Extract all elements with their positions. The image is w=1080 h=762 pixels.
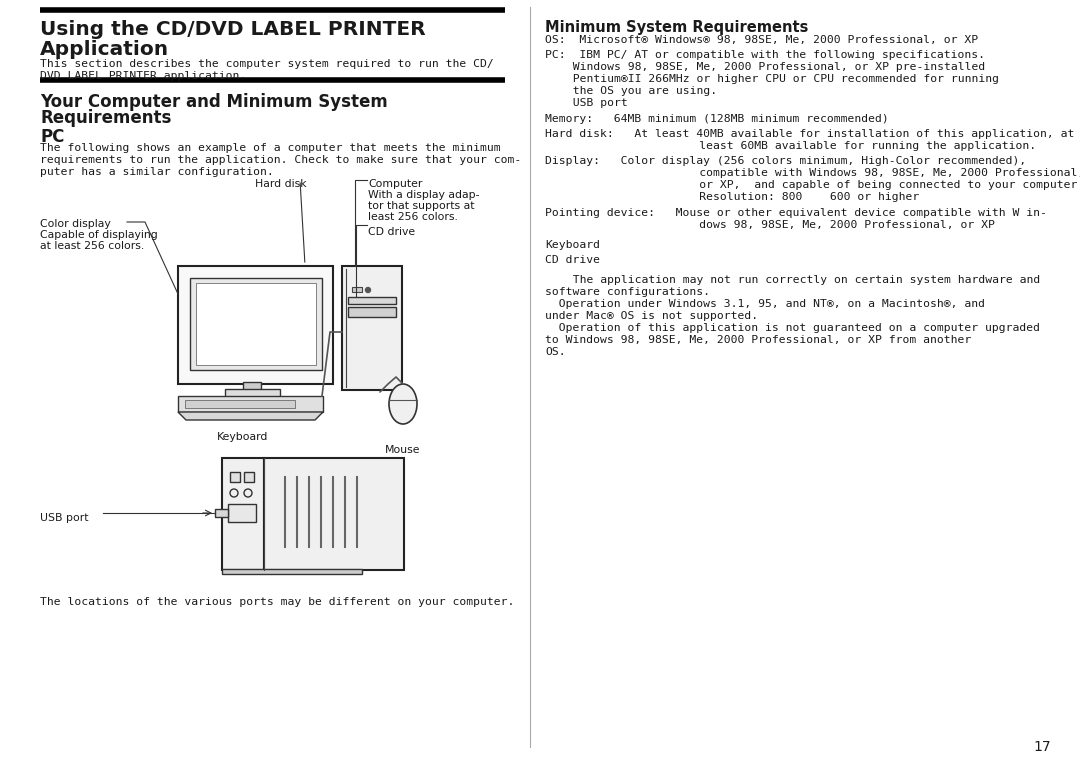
- Bar: [185, 400, 295, 408]
- Text: USB port: USB port: [40, 513, 89, 523]
- Text: least 256 colors.: least 256 colors.: [368, 212, 458, 222]
- Text: Requirements: Requirements: [40, 109, 172, 127]
- Text: least 60MB available for running the application.: least 60MB available for running the app…: [603, 141, 1036, 151]
- Text: The locations of the various ports may be different on your computer.: The locations of the various ports may b…: [40, 597, 514, 607]
- Text: PC: PC: [40, 128, 65, 146]
- Text: at least 256 colors.: at least 256 colors.: [40, 241, 145, 251]
- Text: puter has a similar configuration.: puter has a similar configuration.: [40, 167, 273, 177]
- Text: compatible with Windows 98, 98SE, Me, 2000 Professional,: compatible with Windows 98, 98SE, Me, 20…: [603, 168, 1080, 178]
- Text: Keyboard: Keyboard: [217, 432, 269, 442]
- Bar: [225, 389, 280, 397]
- Text: to Windows 98, 98SE, Me, 2000 Professional, or XP from another: to Windows 98, 98SE, Me, 2000 Profession…: [545, 335, 971, 345]
- Text: The application may not run correctly on certain system hardware and: The application may not run correctly on…: [559, 275, 1040, 285]
- Text: CD drive: CD drive: [368, 227, 415, 237]
- Bar: [230, 472, 240, 482]
- Text: or XP,  and capable of being connected to your computer.: or XP, and capable of being connected to…: [603, 180, 1080, 190]
- Text: Resolution: 800    600 or higher: Resolution: 800 600 or higher: [603, 192, 919, 202]
- Text: Minimum System Requirements: Minimum System Requirements: [545, 20, 808, 35]
- Text: tor that supports at: tor that supports at: [368, 201, 474, 211]
- Bar: [215, 509, 228, 517]
- Text: Computer: Computer: [368, 179, 422, 189]
- Polygon shape: [178, 412, 323, 420]
- Text: The following shows an example of a computer that meets the minimum: The following shows an example of a comp…: [40, 143, 501, 153]
- Bar: [348, 297, 396, 304]
- Text: 17: 17: [1034, 740, 1051, 754]
- Ellipse shape: [389, 384, 417, 424]
- Text: under Mac® OS is not supported.: under Mac® OS is not supported.: [545, 311, 758, 321]
- Text: USB port: USB port: [559, 98, 627, 108]
- Text: Mouse: Mouse: [386, 445, 421, 455]
- Text: OS:  Microsoft® Windows® 98, 98SE, Me, 2000 Professional, or XP: OS: Microsoft® Windows® 98, 98SE, Me, 20…: [545, 35, 978, 45]
- Text: Hard disk:   At least 40MB available for installation of this application, at: Hard disk: At least 40MB available for i…: [545, 129, 1075, 139]
- Text: Application: Application: [40, 40, 170, 59]
- Bar: [352, 287, 362, 292]
- Text: Hard disk: Hard disk: [255, 179, 307, 189]
- Bar: [264, 458, 404, 570]
- Text: Using the CD/DVD LABEL PRINTER: Using the CD/DVD LABEL PRINTER: [40, 20, 426, 39]
- Text: This section describes the computer system required to run the CD/: This section describes the computer syst…: [40, 59, 494, 69]
- Text: With a display adap-: With a display adap-: [368, 190, 480, 200]
- FancyBboxPatch shape: [178, 396, 323, 412]
- Bar: [342, 266, 402, 390]
- Bar: [244, 472, 254, 482]
- Text: software configurations.: software configurations.: [545, 287, 710, 297]
- Circle shape: [365, 287, 370, 293]
- Text: Capable of displaying: Capable of displaying: [40, 230, 158, 240]
- Text: dows 98, 98SE, Me, 2000 Professional, or XP: dows 98, 98SE, Me, 2000 Professional, or…: [603, 220, 995, 230]
- FancyBboxPatch shape: [178, 266, 333, 384]
- Text: Pointing device:   Mouse or other equivalent device compatible with W in-: Pointing device: Mouse or other equivale…: [545, 208, 1047, 218]
- Bar: [195, 283, 316, 365]
- Bar: [190, 278, 322, 370]
- Bar: [348, 307, 396, 317]
- Text: Windows 98, 98SE, Me, 2000 Professional, or XP pre-installed: Windows 98, 98SE, Me, 2000 Professional,…: [559, 62, 985, 72]
- Bar: [222, 569, 362, 574]
- Text: PC:  IBM PC/ AT or compatible with the following specifications.: PC: IBM PC/ AT or compatible with the fo…: [545, 50, 985, 60]
- Text: Color display: Color display: [40, 219, 111, 229]
- Text: requirements to run the application. Check to make sure that your com-: requirements to run the application. Che…: [40, 155, 522, 165]
- Text: Memory:   64MB minimum (128MB minimum recommended): Memory: 64MB minimum (128MB minimum reco…: [545, 114, 889, 124]
- Text: CD drive: CD drive: [545, 255, 600, 265]
- Text: Pentium®II 266MHz or higher CPU or CPU recommended for running: Pentium®II 266MHz or higher CPU or CPU r…: [559, 74, 999, 84]
- Text: Operation of this application is not guaranteed on a computer upgraded: Operation of this application is not gua…: [545, 323, 1040, 333]
- Bar: [243, 382, 261, 390]
- Text: Keyboard: Keyboard: [545, 240, 600, 250]
- Text: Display:   Color display (256 colors minimum, High-Color recommended),: Display: Color display (256 colors minim…: [545, 156, 1026, 166]
- Text: DVD LABEL PRINTER application.: DVD LABEL PRINTER application.: [40, 71, 246, 81]
- Text: Operation under Windows 3.1, 95, and NT®, on a Macintosh®, and: Operation under Windows 3.1, 95, and NT®…: [545, 299, 985, 309]
- Bar: [222, 458, 264, 570]
- Bar: [228, 504, 256, 522]
- Text: OS.: OS.: [545, 347, 566, 357]
- Text: Your Computer and Minimum System: Your Computer and Minimum System: [40, 93, 388, 111]
- Text: the OS you are using.: the OS you are using.: [559, 86, 717, 96]
